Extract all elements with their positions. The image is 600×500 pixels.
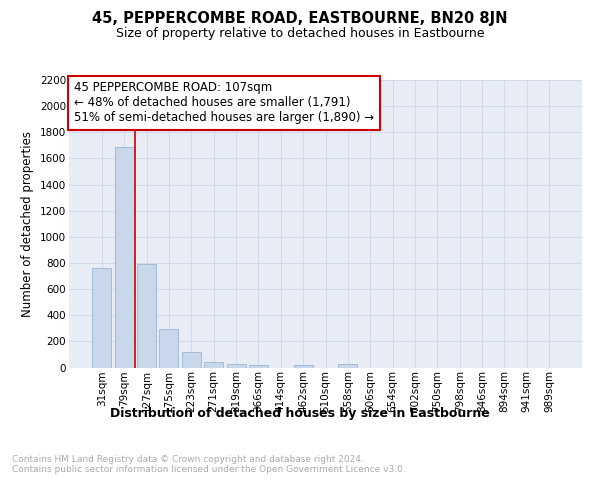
- Bar: [92, 268, 112, 368]
- Bar: [227, 364, 245, 368]
- Bar: [293, 364, 313, 368]
- Text: Contains HM Land Registry data © Crown copyright and database right 2024.
Contai: Contains HM Land Registry data © Crown c…: [12, 455, 406, 474]
- Bar: [160, 329, 178, 368]
- Text: 45, PEPPERCOMBE ROAD, EASTBOURNE, BN20 8JN: 45, PEPPERCOMBE ROAD, EASTBOURNE, BN20 8…: [92, 11, 508, 26]
- Bar: [338, 364, 358, 368]
- Bar: [182, 352, 201, 368]
- Y-axis label: Number of detached properties: Number of detached properties: [22, 130, 34, 317]
- Bar: [204, 362, 223, 368]
- Text: Distribution of detached houses by size in Eastbourne: Distribution of detached houses by size …: [110, 408, 490, 420]
- Text: Size of property relative to detached houses in Eastbourne: Size of property relative to detached ho…: [116, 28, 484, 40]
- Text: 45 PEPPERCOMBE ROAD: 107sqm
← 48% of detached houses are smaller (1,791)
51% of : 45 PEPPERCOMBE ROAD: 107sqm ← 48% of det…: [74, 82, 374, 124]
- Bar: [115, 146, 134, 368]
- Bar: [249, 364, 268, 368]
- Bar: [137, 264, 156, 368]
